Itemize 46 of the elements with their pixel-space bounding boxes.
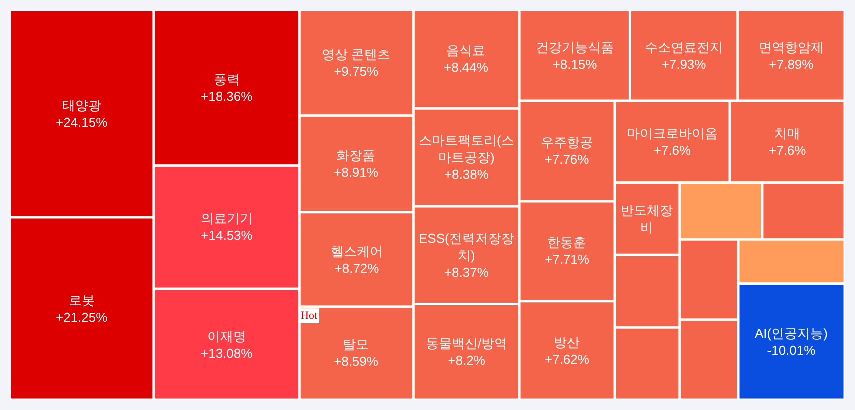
data-label: +14.53% bbox=[201, 228, 254, 243]
data-label: +7.93% bbox=[662, 56, 707, 72]
data-label: +8.2% bbox=[448, 352, 486, 368]
category-label: 음식료 bbox=[446, 43, 486, 58]
data-label: +8.44% bbox=[444, 60, 489, 75]
category-label: 의료기기 bbox=[201, 211, 253, 226]
data-label: +7.6% bbox=[654, 142, 692, 158]
data-label: +18.36% bbox=[201, 88, 254, 104]
data-label: +7.89% bbox=[769, 56, 814, 72]
category-label: 이재명 bbox=[207, 329, 246, 344]
category-label: 수소연료전지 bbox=[645, 40, 723, 55]
category-label: 풍력 bbox=[214, 72, 240, 87]
category-label: 헬스케어 bbox=[331, 244, 383, 259]
category-label: 태양광 bbox=[62, 98, 102, 113]
data-label: +8.72% bbox=[334, 260, 380, 276]
category-label: 로봇 bbox=[68, 293, 95, 308]
category-label: 마이크로바이옴 bbox=[627, 126, 718, 141]
category-label: 건강기능식품 bbox=[536, 40, 614, 55]
category-label: 탈모 bbox=[343, 337, 370, 352]
data-label: +8.15% bbox=[552, 56, 598, 72]
category-label: 반도체장비 bbox=[621, 203, 673, 235]
data-label: +9.75% bbox=[334, 64, 379, 79]
data-label: +7.6% bbox=[769, 142, 807, 158]
data-label: +7.71% bbox=[545, 252, 590, 267]
category-label: 스마트팩토리(스마트공장) bbox=[419, 133, 514, 165]
data-label: +7.76% bbox=[544, 152, 590, 167]
data-label: +7.62% bbox=[545, 352, 590, 367]
category-label: ESS(전력저장장치) bbox=[419, 231, 514, 263]
data-label: +8.37% bbox=[444, 264, 490, 280]
category-label: AI(인공지능) bbox=[755, 326, 828, 341]
category-label: 면역항암제 bbox=[759, 40, 824, 55]
text: Hot bbox=[301, 310, 318, 322]
data-label: +8.59% bbox=[334, 354, 379, 369]
data-label: -10.01% bbox=[767, 342, 816, 358]
data-label: +21.25% bbox=[56, 310, 108, 325]
data-label: +13.08% bbox=[201, 346, 254, 361]
category-label: 우주항공 bbox=[541, 135, 593, 150]
category-label: 치매 bbox=[774, 126, 801, 141]
category-label: 화장품 bbox=[336, 148, 376, 163]
category-label: 한동훈 bbox=[548, 235, 587, 250]
data-label: +24.15% bbox=[56, 114, 108, 130]
data-label: +8.91% bbox=[334, 164, 379, 180]
data-label: +8.38% bbox=[444, 166, 490, 182]
category-label: 영상 콘텐츠 bbox=[322, 47, 391, 62]
category-label: 방산 bbox=[554, 335, 580, 350]
category-label: 동물백신/방역 bbox=[426, 336, 508, 351]
